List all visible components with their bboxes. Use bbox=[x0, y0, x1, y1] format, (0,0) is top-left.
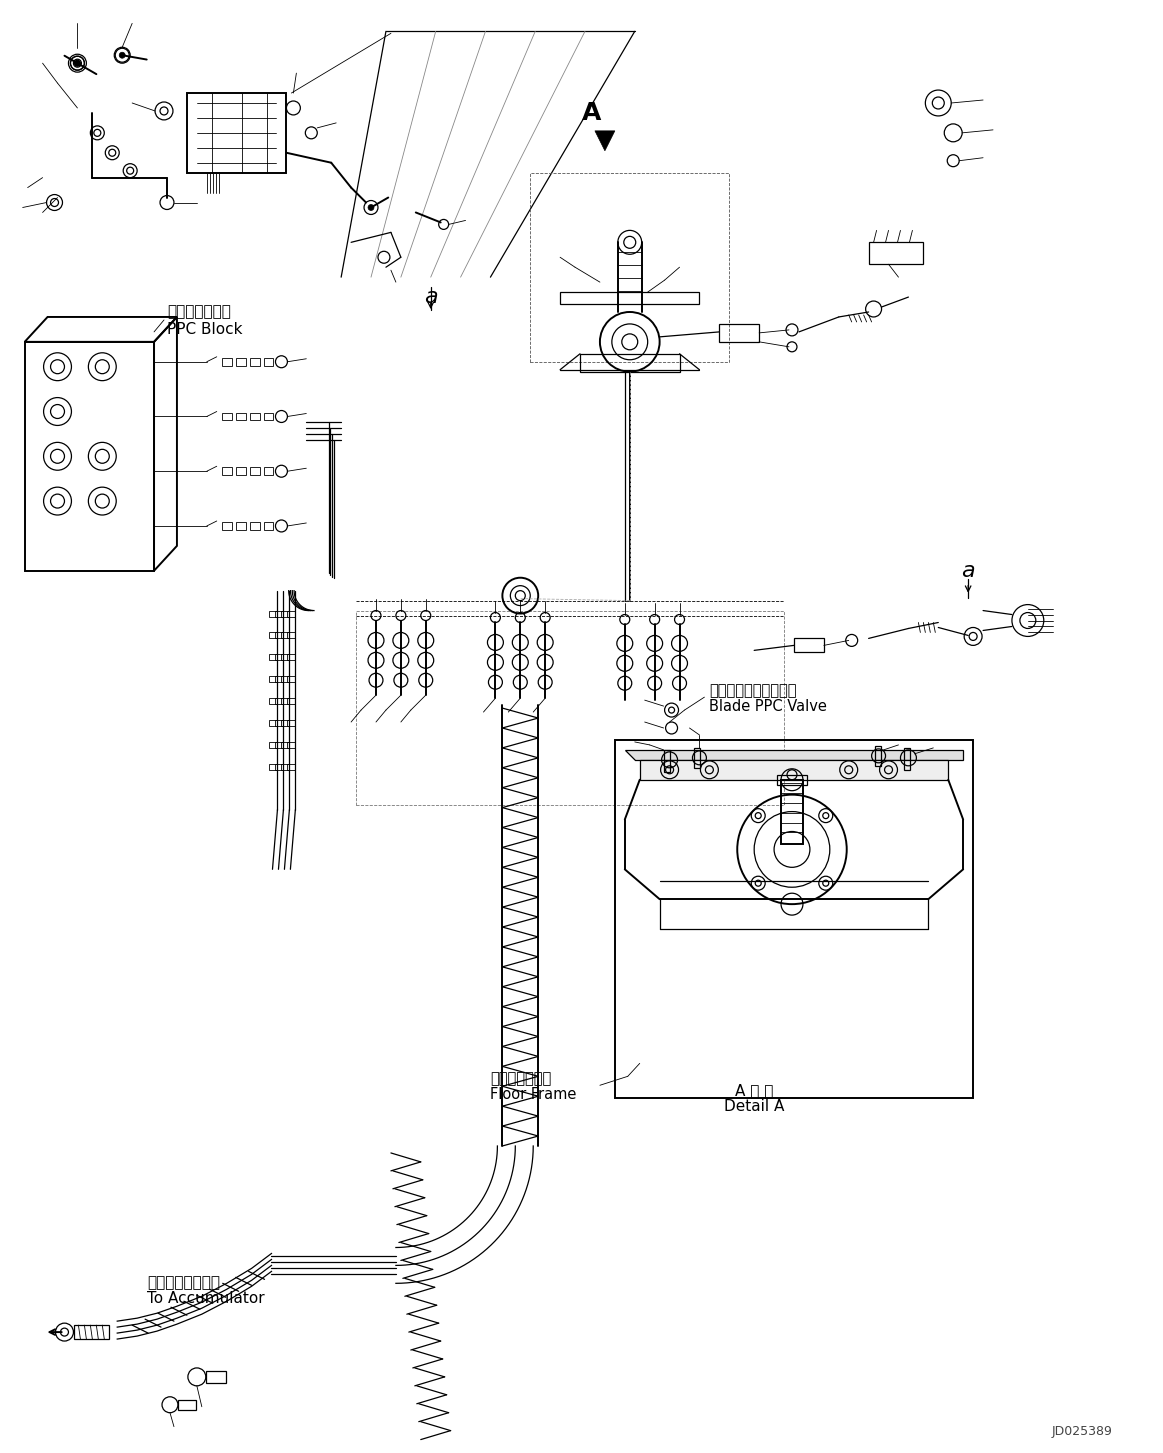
Bar bbox=[694, 748, 700, 767]
Bar bbox=[287, 697, 295, 705]
Bar bbox=[270, 654, 278, 660]
Bar bbox=[250, 522, 259, 530]
Bar bbox=[664, 750, 670, 772]
Bar bbox=[281, 764, 290, 770]
Bar bbox=[222, 522, 231, 530]
Bar bbox=[640, 760, 948, 780]
Bar bbox=[276, 654, 284, 660]
Bar bbox=[24, 341, 154, 571]
Polygon shape bbox=[595, 131, 615, 151]
Bar bbox=[276, 697, 284, 705]
Bar bbox=[222, 468, 231, 475]
Circle shape bbox=[74, 60, 80, 67]
Bar bbox=[270, 610, 278, 616]
Bar bbox=[287, 676, 295, 683]
Bar bbox=[281, 697, 290, 705]
Text: JD025389: JD025389 bbox=[1051, 1425, 1113, 1438]
Bar bbox=[236, 357, 245, 366]
Bar bbox=[869, 243, 923, 264]
Bar bbox=[287, 742, 295, 748]
Bar bbox=[281, 632, 290, 638]
Text: a: a bbox=[962, 561, 975, 581]
Bar bbox=[264, 522, 273, 530]
Bar bbox=[281, 610, 290, 616]
Bar bbox=[236, 468, 245, 475]
Bar bbox=[281, 676, 290, 683]
Text: A: A bbox=[583, 100, 601, 125]
Bar bbox=[276, 742, 284, 748]
Bar bbox=[530, 173, 729, 362]
Bar bbox=[281, 742, 290, 748]
Bar bbox=[287, 721, 295, 726]
Bar bbox=[270, 632, 278, 638]
Bar bbox=[276, 610, 284, 616]
Bar bbox=[236, 413, 245, 420]
Text: フロアフレーム: フロアフレーム bbox=[491, 1071, 551, 1085]
Bar bbox=[270, 697, 278, 705]
Bar bbox=[264, 413, 273, 420]
Bar bbox=[222, 357, 231, 366]
Bar bbox=[276, 721, 284, 726]
Bar bbox=[250, 357, 259, 366]
Bar bbox=[270, 676, 278, 683]
Text: Blade PPC Valve: Blade PPC Valve bbox=[709, 699, 827, 713]
Text: Floor Frame: Floor Frame bbox=[491, 1087, 577, 1101]
Text: Detail A: Detail A bbox=[725, 1098, 784, 1113]
Bar bbox=[580, 353, 679, 372]
Text: a: a bbox=[423, 288, 437, 307]
Text: ＰＰＣブロック: ＰＰＣブロック bbox=[167, 305, 231, 320]
Bar bbox=[782, 780, 802, 844]
Bar bbox=[276, 632, 284, 638]
Bar bbox=[178, 1399, 195, 1409]
Bar bbox=[270, 764, 278, 770]
Bar bbox=[222, 413, 231, 420]
Bar bbox=[276, 676, 284, 683]
Bar bbox=[777, 774, 807, 785]
Bar bbox=[250, 413, 259, 420]
Bar bbox=[264, 468, 273, 475]
Bar bbox=[264, 357, 273, 366]
Bar bbox=[615, 740, 973, 1098]
Circle shape bbox=[74, 60, 80, 67]
Polygon shape bbox=[625, 750, 963, 760]
Bar bbox=[206, 1372, 226, 1383]
Bar bbox=[356, 610, 784, 805]
Bar bbox=[74, 1325, 109, 1340]
Bar bbox=[794, 638, 823, 652]
Bar bbox=[281, 654, 290, 660]
Bar bbox=[270, 721, 278, 726]
Bar bbox=[875, 745, 880, 766]
Bar bbox=[561, 292, 699, 304]
Bar bbox=[281, 721, 290, 726]
Text: To Accumulator: To Accumulator bbox=[147, 1290, 265, 1306]
Bar bbox=[250, 468, 259, 475]
Text: ブレードＰＰＣバルブ: ブレードＰＰＣバルブ bbox=[709, 683, 797, 697]
Bar bbox=[287, 764, 295, 770]
Bar bbox=[720, 324, 759, 341]
Text: PPC Block: PPC Block bbox=[167, 323, 243, 337]
Circle shape bbox=[120, 52, 126, 58]
Bar bbox=[287, 632, 295, 638]
Bar bbox=[187, 93, 286, 173]
Text: A 詳 細: A 詳 細 bbox=[735, 1082, 773, 1098]
Text: アキュムレータへ: アキュムレータへ bbox=[147, 1274, 220, 1290]
Circle shape bbox=[368, 205, 374, 211]
Bar bbox=[905, 748, 911, 770]
Bar bbox=[270, 742, 278, 748]
Bar bbox=[236, 522, 245, 530]
Bar bbox=[287, 654, 295, 660]
Bar bbox=[276, 764, 284, 770]
Bar bbox=[287, 610, 295, 616]
